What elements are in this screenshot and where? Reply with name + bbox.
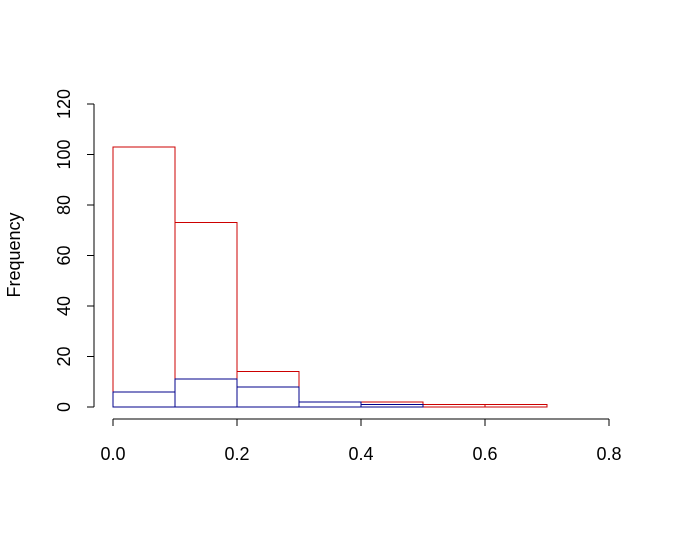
histogram-bar-series-2-bin-1 <box>112 391 176 408</box>
y-tick-label: 60 <box>54 245 74 265</box>
x-tick-label: 0.6 <box>472 444 497 464</box>
y-tick-label: 20 <box>54 346 74 366</box>
histogram-bar-series-2-bin-5 <box>360 403 424 408</box>
y-tick-label: 100 <box>54 139 74 169</box>
histogram-bar-series-1-bin-7 <box>484 403 548 408</box>
y-tick-label: 120 <box>54 89 74 119</box>
histogram-bar-series-2-bin-4 <box>298 401 362 408</box>
histogram-bar-series-1-bin-6 <box>422 403 486 408</box>
x-axis: 0.0 0.2 0.4 0.6 0.8 <box>100 418 622 464</box>
x-tick-label: 0.4 <box>348 444 373 464</box>
y-tick-label: 80 <box>54 195 74 215</box>
histogram-bar-series-2-bin-3 <box>236 386 300 408</box>
histogram-bar-series-1-bin-1 <box>112 146 176 408</box>
y-tick-label: 0 <box>54 402 74 412</box>
x-tick-label: 0.8 <box>596 444 621 464</box>
x-tick-label: 0.0 <box>100 444 125 464</box>
y-axis: 0 20 40 60 80 100 120 <box>54 89 95 412</box>
histogram-bar-series-2-bin-2 <box>174 378 238 408</box>
bars-layer <box>112 146 548 408</box>
y-tick-label: 40 <box>54 296 74 316</box>
x-tick-label: 0.2 <box>224 444 249 464</box>
histogram-bar-series-1-bin-3 <box>236 371 300 408</box>
y-axis-title: Frequency <box>4 212 24 297</box>
